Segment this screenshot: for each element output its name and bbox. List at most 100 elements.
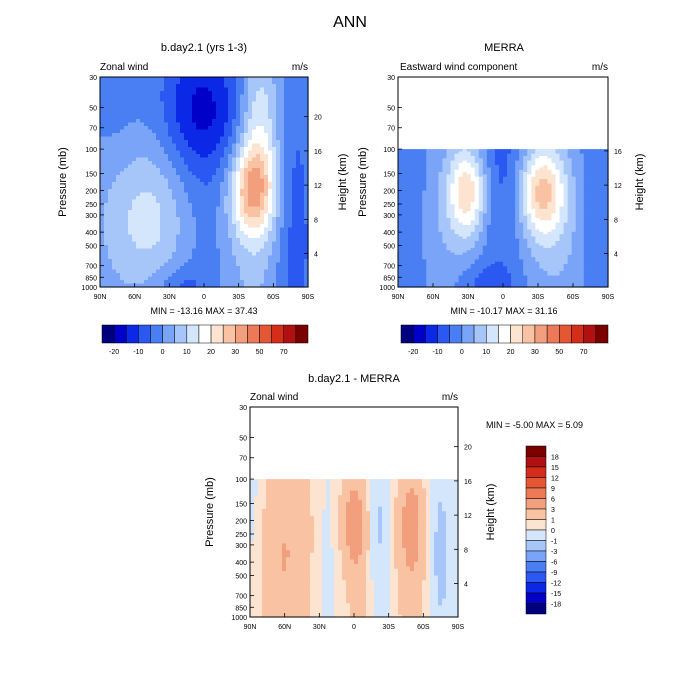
field-cell: [108, 269, 113, 274]
field-cell: [515, 192, 520, 196]
field-cell: [551, 167, 557, 171]
field-cell: [108, 175, 113, 180]
field-cell: [200, 101, 205, 106]
field-cell: [124, 238, 129, 243]
field-cell: [224, 196, 229, 201]
field-cell: [160, 154, 165, 159]
field-cell: [104, 210, 109, 215]
field-cell: [482, 204, 488, 208]
field-cell: [450, 188, 456, 192]
field-cell: [292, 203, 297, 208]
field-cell: [296, 175, 301, 180]
field-cell: [268, 178, 273, 183]
field-cell: [208, 171, 213, 176]
field-cell: [188, 105, 193, 110]
field-cell: [164, 164, 169, 169]
field-cell: [188, 150, 193, 155]
field-cell: [523, 220, 528, 224]
field-cell: [232, 203, 237, 208]
field-cell: [128, 273, 133, 278]
field-cell: [547, 224, 553, 228]
field-cell: [204, 185, 209, 190]
field-cell: [156, 101, 161, 106]
field-cell: [490, 165, 496, 169]
field-cell: [220, 196, 225, 201]
field-cell: [304, 182, 309, 187]
field-cell: [136, 224, 141, 229]
field-cell: [264, 84, 269, 89]
field-cell: [268, 224, 273, 229]
field-cell: [260, 280, 265, 285]
field-cell: [108, 255, 113, 260]
field-cell: [304, 231, 309, 236]
field-cell: [220, 199, 225, 204]
field-cell: [539, 201, 544, 205]
field-cell: [116, 105, 121, 110]
field-cell: [268, 133, 273, 138]
field-cell: [450, 192, 456, 196]
field-cell: [276, 213, 281, 218]
field-cell: [104, 196, 109, 201]
field-cell: [212, 259, 217, 264]
field-cell: [100, 143, 105, 148]
field-cell: [406, 195, 411, 198]
field-cell: [156, 203, 161, 208]
field-cell: [575, 167, 581, 171]
field-cell: [240, 245, 245, 250]
y-tick-label: 1000: [81, 285, 97, 292]
field-cell: [204, 105, 209, 110]
field-cell: [228, 80, 233, 85]
field-cell: [200, 115, 205, 120]
field-cell: [212, 168, 217, 173]
field-cell: [567, 199, 573, 203]
field-cell: [264, 143, 269, 148]
field-cell: [567, 206, 573, 210]
field-cell: [124, 87, 129, 92]
field-cell: [240, 91, 245, 96]
field-cell: [200, 227, 205, 232]
field-cell: [184, 101, 189, 106]
field-cell: [204, 217, 209, 222]
field-cell: [124, 206, 129, 211]
field-cell: [515, 160, 520, 164]
field-cell: [100, 87, 105, 92]
field-cell: [559, 222, 565, 226]
field-cell: [180, 154, 185, 159]
field-cell: [116, 276, 121, 281]
field-cell: [172, 262, 177, 267]
field-cell: [144, 192, 149, 197]
field-cell: [132, 133, 137, 138]
field-cell: [208, 101, 213, 106]
field-cell: [482, 176, 488, 180]
field-cell: [132, 220, 137, 225]
field-cell: [527, 153, 532, 157]
field-cell: [418, 220, 423, 224]
field-cell: [172, 175, 177, 180]
field-cell: [184, 206, 189, 211]
field-cell: [531, 201, 536, 205]
field-cell: [128, 175, 133, 180]
field-cell: [196, 171, 201, 176]
field-cell: [482, 151, 488, 155]
field-cell: [595, 165, 601, 169]
field-cell: [555, 174, 561, 178]
field-cell: [172, 87, 177, 92]
field-cell: [180, 276, 185, 281]
field-cell: [595, 185, 601, 189]
field-cell: [304, 245, 309, 250]
field-cell: [490, 215, 496, 219]
field-cell: [244, 129, 249, 134]
field-cell: [252, 98, 257, 103]
field-cell: [527, 204, 532, 208]
field-cell: [410, 197, 415, 201]
field-cell: [575, 156, 581, 159]
field-cell: [104, 108, 109, 113]
field-cell: [284, 171, 289, 176]
field-cell: [172, 154, 177, 159]
field-cell: [176, 227, 181, 232]
field-cell: [478, 181, 484, 185]
field-cell: [216, 129, 221, 134]
field-cell: [164, 112, 169, 117]
field-cell: [212, 192, 217, 197]
field-cell: [160, 143, 165, 148]
